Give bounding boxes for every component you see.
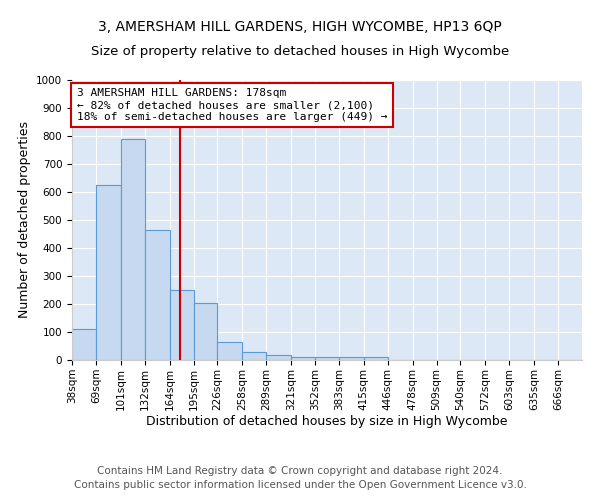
Bar: [145, 230, 170, 360]
X-axis label: Distribution of detached houses by size in High Wycombe: Distribution of detached houses by size …: [146, 416, 508, 428]
Bar: [339, 357, 364, 360]
Bar: [364, 357, 388, 360]
Text: Size of property relative to detached houses in High Wycombe: Size of property relative to detached ho…: [91, 45, 509, 58]
Bar: [315, 357, 339, 360]
Bar: [72, 329, 96, 360]
Bar: [194, 302, 217, 360]
Bar: [96, 185, 121, 360]
Bar: [217, 342, 242, 360]
Bar: [242, 352, 266, 360]
Bar: [291, 357, 315, 360]
Y-axis label: Number of detached properties: Number of detached properties: [17, 122, 31, 318]
Text: Contains HM Land Registry data © Crown copyright and database right 2024.
Contai: Contains HM Land Registry data © Crown c…: [74, 466, 526, 490]
Text: 3 AMERSHAM HILL GARDENS: 178sqm
← 82% of detached houses are smaller (2,100)
18%: 3 AMERSHAM HILL GARDENS: 178sqm ← 82% of…: [77, 88, 387, 122]
Bar: [170, 290, 194, 360]
Text: 3, AMERSHAM HILL GARDENS, HIGH WYCOMBE, HP13 6QP: 3, AMERSHAM HILL GARDENS, HIGH WYCOMBE, …: [98, 20, 502, 34]
Bar: [121, 139, 145, 360]
Bar: [266, 355, 291, 360]
